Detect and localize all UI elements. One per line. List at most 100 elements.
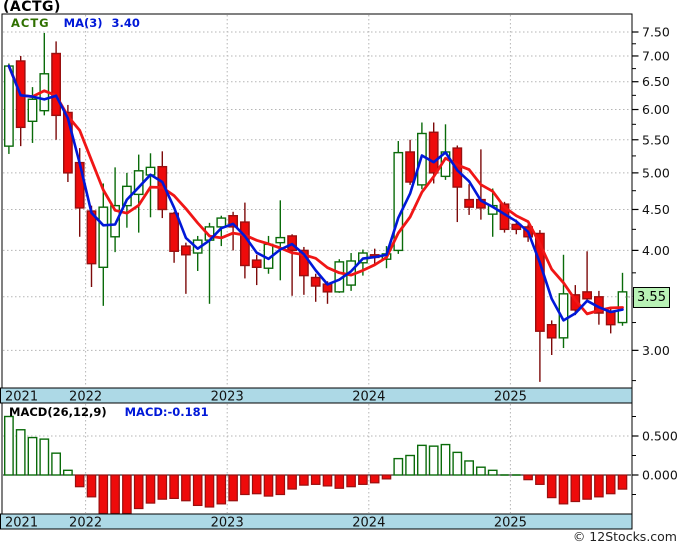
macd-bar-negative bbox=[523, 474, 533, 481]
price-axis-label: 6.00 bbox=[642, 102, 670, 117]
candle-body-up bbox=[110, 204, 121, 238]
price-panel bbox=[2, 14, 632, 388]
macd-bar-negative bbox=[145, 474, 156, 504]
macd-bar-negative bbox=[275, 474, 286, 496]
macd-bar-positive bbox=[417, 444, 427, 476]
macd-bar-positive bbox=[440, 443, 451, 476]
macd-bar-negative bbox=[240, 474, 250, 496]
macd-bar-positive bbox=[15, 429, 26, 476]
macd-bar-positive bbox=[39, 438, 50, 476]
macd-bar-negative bbox=[369, 474, 380, 484]
candle-body-down bbox=[63, 111, 73, 174]
candle-body-down bbox=[511, 223, 522, 231]
macd-bar-negative bbox=[582, 474, 592, 500]
macd-bar-positive bbox=[51, 452, 62, 476]
year-band-top bbox=[0, 388, 632, 403]
candle-body-down bbox=[228, 215, 238, 228]
macd-bar-negative bbox=[228, 474, 238, 502]
macd-bar-negative bbox=[133, 474, 144, 510]
ma-long-line bbox=[7, 64, 624, 316]
macd-bar-negative bbox=[287, 474, 297, 490]
year-label-top: 2024 bbox=[352, 390, 385, 405]
macd-bar-negative bbox=[558, 474, 569, 505]
price-axis-label: 5.50 bbox=[642, 132, 670, 147]
candle-body-down bbox=[605, 311, 616, 326]
macd-bar-negative bbox=[358, 474, 368, 485]
macd-bar-positive bbox=[405, 454, 415, 476]
candle-body-up bbox=[27, 98, 38, 123]
macd-bar-negative bbox=[299, 474, 309, 486]
candle-body-down bbox=[570, 294, 581, 311]
candle-body-down bbox=[239, 221, 250, 267]
candle-body-down bbox=[74, 161, 85, 209]
candle-body-down bbox=[535, 232, 545, 332]
macd-panel bbox=[2, 403, 632, 514]
macd-bar-negative bbox=[169, 474, 179, 499]
macd-bar-negative bbox=[605, 474, 616, 495]
macd-bar-negative bbox=[192, 474, 203, 507]
candle-body-down bbox=[310, 276, 321, 287]
macd-bar-negative bbox=[74, 474, 85, 488]
candle-body-up bbox=[393, 151, 404, 252]
candle-body-down bbox=[405, 151, 415, 183]
price-axis-label: 4.00 bbox=[642, 243, 670, 258]
watermark-credit: © 12Stocks.com bbox=[572, 529, 677, 544]
candle-body-up bbox=[216, 217, 227, 228]
candle-body-down bbox=[86, 210, 97, 265]
macd-bar-negative bbox=[546, 474, 557, 499]
macd-bar-negative bbox=[204, 474, 215, 508]
candle-body-down bbox=[428, 131, 439, 174]
year-band-bottom bbox=[0, 514, 632, 529]
year-label-top: 2025 bbox=[494, 390, 527, 405]
year-label-bottom: 2021 bbox=[5, 516, 38, 531]
macd-bar-positive bbox=[3, 415, 14, 476]
candle-body-down bbox=[582, 291, 593, 300]
macd-bar-positive bbox=[428, 445, 439, 476]
candle-body-up bbox=[3, 65, 14, 147]
year-label-top: 2021 bbox=[5, 390, 38, 405]
price-axis-label: 3.00 bbox=[642, 343, 670, 358]
ma-legend: MA(3) 3.40 bbox=[64, 16, 140, 30]
candle-body-up bbox=[558, 293, 569, 339]
macd-bar-positive bbox=[452, 451, 463, 476]
candle-body-down bbox=[51, 52, 62, 117]
price-axis-label: 5.00 bbox=[642, 165, 670, 180]
macd-bar-negative bbox=[216, 474, 227, 505]
candle-body-down bbox=[169, 212, 179, 252]
macd-bar-positive bbox=[464, 460, 474, 476]
macd-bar-negative bbox=[535, 474, 545, 485]
last-price-badge: 3.55 bbox=[633, 287, 670, 308]
macd-bar-positive bbox=[63, 469, 73, 476]
price-axis-label: 7.00 bbox=[642, 48, 670, 63]
macd-legend: MACD(26,12,9) MACD:-0.181 bbox=[9, 405, 209, 419]
macd-bar-negative bbox=[251, 474, 262, 495]
year-label-bottom: 2024 bbox=[352, 516, 385, 531]
macd-bar-positive bbox=[27, 436, 38, 476]
year-label-top: 2022 bbox=[69, 390, 102, 405]
price-legend: ACTG MA(3) 3.40 bbox=[11, 16, 140, 30]
macd-bar-negative bbox=[263, 474, 274, 497]
macd-bar-negative bbox=[322, 474, 333, 487]
candle-body-up bbox=[275, 236, 286, 244]
macd-bar-negative bbox=[157, 474, 168, 500]
macd-bar-positive bbox=[476, 466, 486, 476]
price-axis-label: 7.50 bbox=[642, 25, 670, 40]
ma-name-label: MA(3) bbox=[63, 16, 103, 30]
macd-bar-negative bbox=[334, 474, 345, 489]
ma-value-label: 3.40 bbox=[111, 16, 140, 30]
macd-bar-negative bbox=[181, 474, 191, 502]
year-label-bottom: 2022 bbox=[69, 516, 102, 531]
price-axis-label: 6.50 bbox=[642, 74, 670, 89]
candle-body-down bbox=[546, 323, 557, 339]
macd-bar-negative bbox=[381, 474, 392, 480]
macd-bar-positive bbox=[393, 457, 404, 476]
macd-bar-negative bbox=[310, 474, 321, 485]
price-axis-label: 4.50 bbox=[642, 202, 670, 217]
year-label-top: 2023 bbox=[211, 390, 244, 405]
ma3-line bbox=[7, 64, 624, 322]
macd-value-label: MACD:-0.181 bbox=[124, 405, 209, 419]
macd-bar-negative bbox=[86, 474, 97, 498]
candle-body-up bbox=[98, 206, 109, 269]
